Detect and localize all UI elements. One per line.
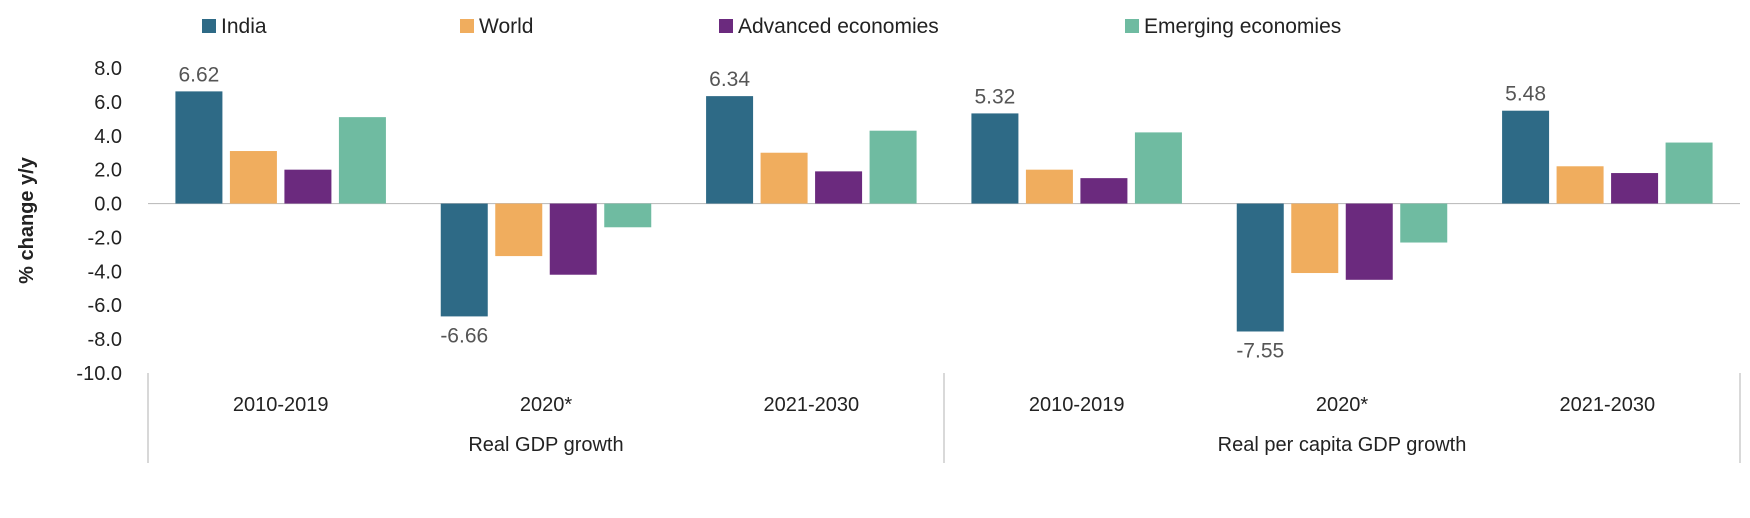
data-label: 6.62 [178, 63, 219, 86]
category-label: 2010-2019 [233, 394, 329, 416]
bar-world [1556, 166, 1604, 204]
bar-advanced-economies [1611, 173, 1659, 204]
category-label: 2021-2030 [1560, 394, 1656, 416]
y-tick-label: -6.0 [88, 295, 122, 317]
group-label: Real per capita GDP growth [1218, 434, 1467, 456]
bar-emerging-economies [338, 117, 386, 204]
bar-advanced-economies [815, 171, 863, 204]
legend-label: Emerging economies [1144, 15, 1341, 38]
y-tick-label: -8.0 [88, 329, 122, 351]
legend-swatch [202, 19, 216, 33]
bar-india [440, 203, 488, 317]
bar-emerging-economies [869, 130, 917, 204]
data-label: 5.32 [974, 85, 1015, 108]
bar-world [1291, 203, 1339, 274]
y-tick-label: 0.0 [94, 194, 122, 216]
data-label: 6.34 [709, 68, 750, 91]
legend-label: World [479, 15, 533, 38]
legend-swatch [460, 19, 474, 33]
y-tick-label: -10.0 [76, 363, 122, 385]
bar-india [175, 91, 223, 204]
bar-advanced-economies [1345, 203, 1393, 280]
y-tick-label: 8.0 [94, 58, 122, 80]
y-tick-label: 6.0 [94, 92, 122, 114]
y-tick-label: 4.0 [94, 126, 122, 148]
bar-india [706, 96, 754, 204]
category-label: 2020* [520, 394, 572, 416]
y-axis-label: % change y/y [16, 156, 38, 284]
group-label: Real GDP growth [468, 434, 623, 456]
category-label: 2021-2030 [764, 394, 860, 416]
bar-emerging-economies [1400, 203, 1448, 243]
data-label: 5.48 [1505, 83, 1546, 106]
y-tick-label: 2.0 [94, 160, 122, 182]
bar-advanced-economies [284, 169, 332, 204]
bar-india [1236, 203, 1284, 332]
bar-advanced-economies [549, 203, 597, 275]
bar-india [971, 113, 1019, 204]
legend-label: India [221, 15, 267, 38]
bar-world [760, 152, 808, 204]
bar-emerging-economies [1665, 142, 1713, 204]
legend-swatch [719, 19, 733, 33]
category-label: 2010-2019 [1029, 394, 1125, 416]
bar-world [495, 203, 543, 257]
y-tick-label: -4.0 [88, 261, 122, 283]
data-label: -7.55 [1236, 339, 1284, 362]
category-label: 2020* [1316, 394, 1368, 416]
data-label: -6.66 [440, 324, 488, 347]
y-tick-label: -2.0 [88, 227, 122, 249]
bar-emerging-economies [604, 203, 652, 228]
bar-world [1025, 169, 1073, 204]
bar-india [1502, 110, 1550, 204]
bar-advanced-economies [1080, 178, 1128, 204]
bar-world [229, 151, 277, 204]
legend-swatch [1125, 19, 1139, 33]
bar-emerging-economies [1134, 132, 1182, 204]
legend-label: Advanced economies [738, 15, 939, 38]
